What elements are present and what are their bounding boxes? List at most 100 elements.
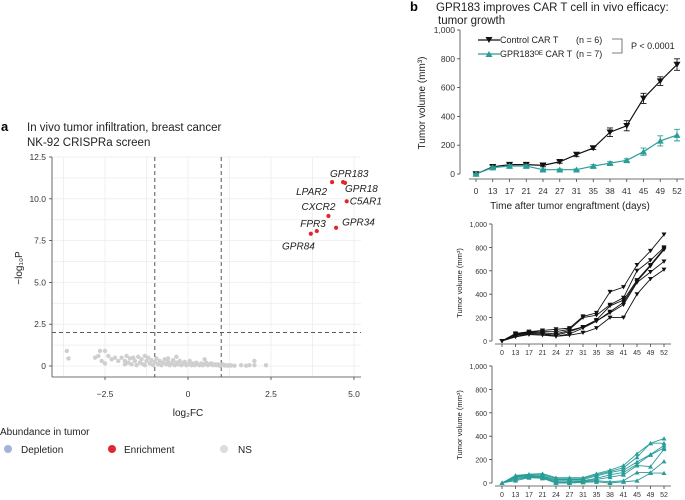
- x-tick-label: 35: [593, 350, 601, 357]
- data-point: [607, 303, 613, 309]
- x-tick-label: 52: [660, 350, 668, 357]
- data-point: [589, 162, 597, 169]
- ns-point: [177, 358, 182, 364]
- data-point: [594, 313, 599, 318]
- ns-point: [122, 362, 128, 367]
- ns-point: [169, 361, 174, 366]
- ns-point: [162, 357, 167, 362]
- data-point: [506, 162, 513, 169]
- legend-depletion-label: Depletion: [21, 445, 63, 456]
- data-point: [594, 326, 599, 331]
- ns-point: [136, 354, 141, 360]
- ns-point: [127, 356, 133, 361]
- x-tick-label: 31: [572, 186, 582, 196]
- x-tick-label: 38: [605, 186, 615, 196]
- x-tick-label: 52: [672, 186, 682, 196]
- y-tick-label: 200: [441, 140, 455, 150]
- growth-x-axis-label: Time after tumor engraftment (days): [490, 201, 650, 212]
- data-point: [656, 78, 664, 85]
- ns-point: [97, 348, 103, 354]
- data-point: [580, 480, 586, 485]
- control-individual-chart: 0 200 400 600 800 1,000 0 13 17 21 24 27 31 35 38 41 45 4…: [469, 222, 671, 357]
- ns-point: [144, 358, 149, 364]
- data-point: [499, 339, 505, 344]
- data-point: [607, 472, 613, 477]
- p-value-annotation: P < 0.0001: [631, 41, 675, 51]
- y-tick-label: 0: [450, 169, 455, 179]
- data-point: [540, 333, 545, 338]
- ns-point: [232, 363, 237, 368]
- x-tick-label: 2.5: [265, 389, 277, 399]
- data-point: [594, 310, 599, 316]
- ns-point: [170, 357, 176, 363]
- x-tick-label: 27: [555, 186, 565, 196]
- data-point: [607, 315, 613, 320]
- x-tick-label: 0: [500, 350, 504, 357]
- gpr183-y-axis-label: Tumor volume (mm³): [455, 390, 464, 460]
- x-tick-label: 38: [606, 350, 614, 357]
- legend-ns-dot: [220, 445, 228, 453]
- ns-point: [185, 362, 191, 367]
- ns-point: [112, 355, 118, 360]
- data-point: [606, 129, 614, 136]
- data-point: [621, 467, 626, 473]
- y-tick-label: 400: [475, 292, 487, 299]
- ns-point: [252, 358, 257, 364]
- ns-point: [157, 358, 162, 364]
- legend-gpr183-marker: [485, 51, 493, 57]
- x-tick-label: 13: [488, 186, 498, 196]
- data-point: [621, 302, 626, 307]
- y-tick-label: 200: [475, 316, 487, 323]
- control-y-axis-label: Tumor volume (mm³): [455, 248, 464, 318]
- data-point: [621, 298, 626, 303]
- gene-label: FPR3: [300, 219, 326, 230]
- gene-label: GPR84: [282, 242, 315, 253]
- y-tick-label: 600: [475, 269, 487, 276]
- data-point: [661, 443, 667, 448]
- data-point: [594, 473, 599, 478]
- panel-b-label: b: [410, 0, 418, 14]
- y-tick-label: 1,000: [469, 222, 487, 229]
- x-tick-label: 31: [579, 350, 587, 357]
- data-point: [621, 300, 626, 305]
- data-point: [640, 148, 647, 155]
- legend-ns-label: NS: [238, 445, 252, 456]
- data-point: [661, 267, 667, 272]
- ns-point: [150, 362, 156, 368]
- legend-control-label: Control CAR T: [500, 35, 559, 45]
- ns-point: [154, 356, 159, 361]
- data-point: [594, 319, 599, 324]
- panel-a-title: In vivo tumor infiltration, breast cance…: [27, 122, 221, 134]
- ns-point: [64, 348, 70, 354]
- x-tick-label: 41: [622, 186, 632, 196]
- ns-point: [187, 358, 192, 364]
- y-tick-label: 5.0: [34, 277, 46, 287]
- ns-point: [238, 362, 244, 368]
- data-point: [606, 160, 614, 166]
- data-point: [648, 248, 653, 254]
- ns-point: [252, 362, 257, 368]
- gene-label: C5AR1: [350, 196, 382, 207]
- y-tick-label: 0: [483, 339, 487, 346]
- gene-label: GPR183: [330, 169, 369, 180]
- ns-point: [228, 363, 234, 368]
- data-point: [573, 166, 580, 173]
- enriched-point: [342, 180, 348, 186]
- data-point: [661, 446, 667, 452]
- ns-point: [129, 362, 134, 367]
- legend-gpr183-label: GPR183ᴼᴱ CAR T: [500, 49, 573, 59]
- data-point: [634, 470, 640, 475]
- x-tick-label: 49: [647, 492, 655, 499]
- panel-b-title-line2: tumor growth: [438, 15, 505, 27]
- y-tick-label: 1,000: [469, 364, 487, 371]
- data-point: [661, 259, 667, 264]
- ns-point: [124, 353, 129, 359]
- y-tick-label: 800: [475, 245, 487, 252]
- data-point: [567, 329, 572, 334]
- data-point: [513, 478, 518, 483]
- x-tick-label: 21: [522, 186, 532, 196]
- data-point: [634, 268, 640, 274]
- enriched-point: [333, 225, 339, 230]
- data-point: [556, 158, 564, 165]
- data-point: [621, 315, 626, 320]
